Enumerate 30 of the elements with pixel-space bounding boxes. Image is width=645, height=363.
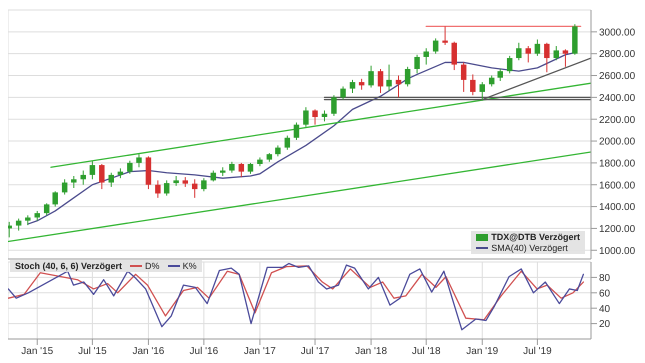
x-tick-label: Jan '16 [132, 346, 165, 358]
y-tick-label: 60 [599, 288, 611, 300]
y-tick-label: 3000.00 [599, 27, 636, 38]
y-tick-label: 1200.00 [599, 224, 636, 235]
y-tick-label: 2000.00 [599, 136, 636, 148]
x-tick-label: Jul '18 [412, 346, 441, 358]
x-tick-label: Jan '18 [355, 346, 388, 358]
x-tick-label: Jul '15 [78, 346, 108, 358]
legend-label: TDX@DTB Verzögert [490, 232, 580, 242]
legend-label: D% [144, 261, 160, 271]
y-tick-label: 1000.00 [599, 246, 636, 257]
y-tick-label: 40 [599, 304, 611, 315]
legend-label: SMA(40) Verzögert [490, 243, 568, 253]
y-tick-label: 2800.00 [599, 49, 636, 60]
y-tick-label: 80 [599, 272, 611, 284]
y-tick-label: 20 [599, 319, 611, 330]
x-tick-label: Jan '19 [466, 346, 499, 358]
y-tick-label: 2200.00 [599, 114, 636, 126]
y-tick-label: 2600.00 [599, 71, 636, 82]
x-tick-label: Jul '16 [190, 346, 219, 358]
legend-title: Stoch (40, 6, 6) Verzögert [15, 261, 122, 271]
x-tick-label: Jul '17 [300, 346, 330, 358]
y-tick-label: 1800.00 [599, 158, 636, 170]
legend-label: K% [182, 261, 197, 271]
y-tick-label: 2400.00 [599, 92, 636, 104]
x-tick-label: Jan '15 [21, 346, 54, 358]
x-tick-label: Jan '17 [244, 346, 276, 358]
y-tick-label: 1400.00 [599, 202, 636, 214]
x-tick-label: Jul '19 [523, 346, 552, 358]
y-tick-label: 1600.00 [599, 180, 636, 192]
